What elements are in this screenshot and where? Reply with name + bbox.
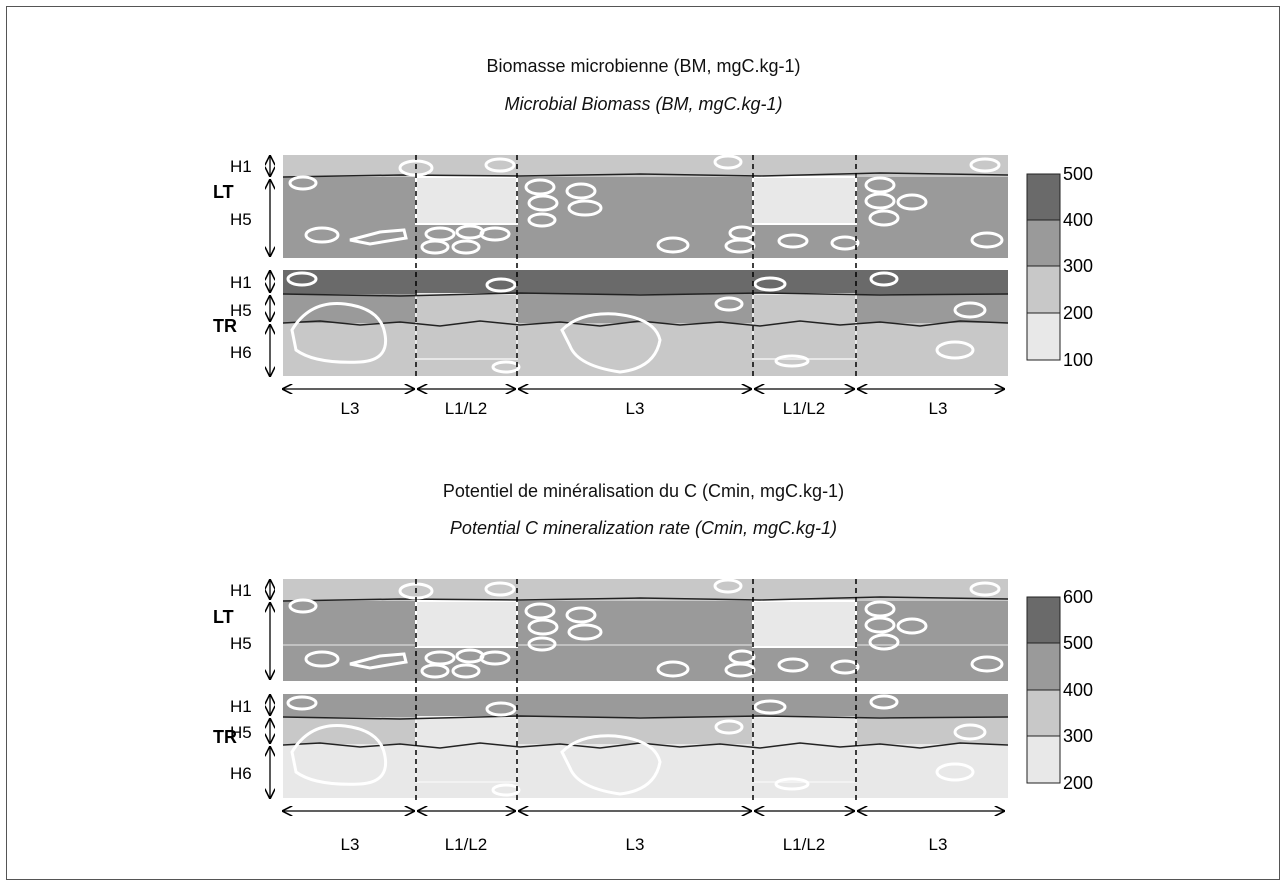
horizon-label: H1 xyxy=(230,581,252,600)
legend-tick: 400 xyxy=(1063,680,1093,700)
legend-swatch xyxy=(1026,596,1061,644)
legend-swatch xyxy=(1026,265,1061,314)
horizon-boundary xyxy=(282,292,1009,297)
tr-l12-patch xyxy=(415,716,518,783)
panel2-legend: 600 500 400 300 200 xyxy=(1026,587,1093,793)
column-label: L1/L2 xyxy=(783,835,826,854)
legend-tick: 500 xyxy=(1063,633,1093,653)
horizon-label: H5 xyxy=(230,210,252,229)
lt-l12-patch xyxy=(415,600,518,648)
panel1-title: Biomasse microbienne (BM, mgC.kg-1) xyxy=(486,56,801,76)
horizon-label: H1 xyxy=(230,273,252,292)
column-label: L3 xyxy=(626,399,645,418)
panel1-lt-block xyxy=(282,154,1009,258)
column-label: L3 xyxy=(626,835,645,854)
lt-h1-layer xyxy=(283,155,1008,177)
panel2-lt-block xyxy=(282,578,1009,681)
tr-h1-layer xyxy=(283,270,1008,294)
figure-frame xyxy=(6,6,1280,880)
column-label: L3 xyxy=(929,399,948,418)
row-label-tr: TR xyxy=(213,316,237,336)
column-label: L3 xyxy=(929,835,948,854)
stone-outlines xyxy=(288,578,1004,679)
panel1-subtitle: Microbial Biomass (BM, mgC.kg-1) xyxy=(504,94,783,114)
lt-l12-patch xyxy=(752,176,857,225)
lt-l12-patch xyxy=(752,600,857,648)
legend-tick: 200 xyxy=(1063,303,1093,323)
tr-h1-layer xyxy=(283,694,1008,717)
horizon-label: H5 xyxy=(230,301,252,320)
legend-tick: 300 xyxy=(1063,726,1093,746)
tr-h5-layer xyxy=(283,717,1008,744)
horizon-label: H1 xyxy=(230,697,252,716)
horizon-label: H6 xyxy=(230,764,252,783)
lt-h1-layer xyxy=(283,579,1008,601)
horizon-boundary xyxy=(282,715,1009,720)
horizon-label: H6 xyxy=(230,343,252,362)
horizon-label: H1 xyxy=(230,157,252,176)
panel2-title: Potentiel de minéralisation du C (Cmin, … xyxy=(442,481,845,501)
panel2-subtitle: Potential C mineralization rate (Cmin, m… xyxy=(449,518,838,538)
legend-tick: 400 xyxy=(1063,210,1093,230)
horizon-boundary xyxy=(282,172,1009,178)
horizon-label: H5 xyxy=(230,723,252,742)
boundary-dashes xyxy=(415,155,857,380)
lt-l12-patch xyxy=(415,176,518,225)
legend-swatch xyxy=(1026,642,1061,691)
panel1: LT TR H1 H5 H1 H5 H6 L3 L1/L2 L3 L1/L2 L… xyxy=(213,154,1093,418)
panel1-tr-block xyxy=(282,270,1009,376)
legend-swatch xyxy=(1026,735,1061,784)
legend-swatch xyxy=(1026,689,1061,737)
panel2-tr-block xyxy=(282,694,1009,798)
tr-h5-layer xyxy=(283,294,1008,323)
tr-h6-layer xyxy=(283,744,1008,798)
horizon-label: H5 xyxy=(230,634,252,653)
legend-tick: 300 xyxy=(1063,256,1093,276)
legend-swatch xyxy=(1026,219,1061,267)
legend-tick: 100 xyxy=(1063,350,1093,370)
row-label-lt: LT xyxy=(213,607,234,627)
panel1-legend: 500 400 300 200 100 xyxy=(1026,164,1093,370)
boundary-dashes xyxy=(415,579,857,802)
tr-l12-patch xyxy=(752,293,857,360)
legend-tick: 200 xyxy=(1063,773,1093,793)
legend-tick: 600 xyxy=(1063,587,1093,607)
stone-outlines xyxy=(286,694,987,797)
stone-outlines xyxy=(286,271,987,374)
column-label: L1/L2 xyxy=(445,835,488,854)
legend-swatch xyxy=(1026,312,1061,361)
row-label-tr: TR xyxy=(213,727,237,747)
row-label-lt: LT xyxy=(213,182,234,202)
legend-swatch xyxy=(1026,173,1061,221)
column-label: L3 xyxy=(341,835,360,854)
stone-outlines xyxy=(288,154,1004,255)
column-label: L1/L2 xyxy=(445,399,488,418)
column-label: L3 xyxy=(341,399,360,418)
legend-tick: 500 xyxy=(1063,164,1093,184)
horizon-boundary xyxy=(282,596,1009,602)
column-label: L1/L2 xyxy=(783,399,826,418)
tr-l12-patch xyxy=(752,716,857,783)
tr-l12-patch xyxy=(415,293,518,360)
panel2: LT TR H1 H5 H1 H5 H6 L3 L1/L2 L3 L1/L2 L… xyxy=(213,578,1093,854)
tr-h6-layer xyxy=(283,323,1008,376)
